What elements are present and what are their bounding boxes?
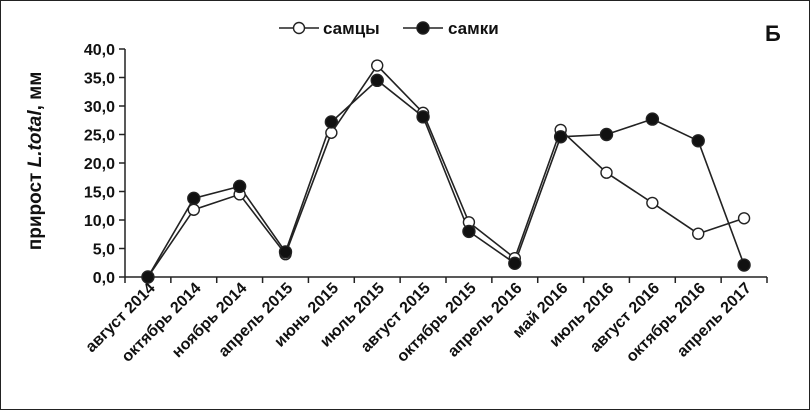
y-tick-label: 30,0: [84, 99, 115, 116]
legend-label: самки: [448, 19, 499, 38]
y-tick-label: 20,0: [84, 156, 115, 173]
y-tick-label: 10,0: [84, 213, 115, 230]
y-tick-label: 0,0: [93, 270, 115, 287]
y-tick-label: 35,0: [84, 71, 115, 88]
x-tick-label: октябрь 2015: [394, 280, 480, 366]
legend-marker: [416, 21, 430, 35]
y-axis-label-species: L.total: [25, 110, 46, 168]
data-point-series-2: [416, 110, 430, 124]
legend: самцы самки: [279, 19, 499, 38]
y-tick-label: 40,0: [84, 42, 115, 59]
y-tick-label: 5,0: [93, 242, 115, 259]
data-point-series-2: [508, 256, 522, 271]
data-point-series-2: [370, 73, 384, 88]
series-lines: [147, 64, 745, 278]
data-point-series-2: [553, 130, 568, 144]
x-tick-label: октябрь 2014: [119, 280, 205, 366]
data-point-series-2: [278, 245, 293, 259]
data-point-series-1: [737, 212, 751, 225]
data-point-series-2: [645, 112, 660, 126]
y-axis-label-prefix: прирост: [25, 167, 46, 250]
data-point-series-1: [646, 196, 659, 210]
series-line-2: [147, 79, 745, 278]
x-tick-label: октябрь 2016: [623, 280, 709, 366]
panel-label: Б: [765, 21, 781, 46]
axes: [119, 48, 768, 283]
data-point-series-2: [691, 134, 705, 148]
series-points: [141, 59, 751, 284]
data-point-series-1: [325, 126, 338, 139]
data-point-series-2: [232, 179, 247, 194]
data-point-series-1: [600, 166, 613, 179]
y-axis-label-unit: , мм: [25, 72, 46, 111]
data-point-series-2: [462, 224, 476, 239]
data-point-series-2: [141, 270, 155, 284]
legend-marker: [292, 21, 306, 35]
series-line-1: [147, 64, 745, 278]
data-point-series-2: [737, 258, 751, 272]
data-point-series-1: [371, 59, 384, 72]
y-tick-label: 15,0: [84, 185, 115, 202]
y-axis-label: прирост L.total, мм: [25, 72, 46, 251]
data-point-series-1: [692, 227, 705, 240]
data-point-series-2: [324, 115, 339, 129]
legend-label: самцы: [323, 19, 380, 38]
data-point-series-2: [187, 191, 201, 206]
y-tick-label: 25,0: [84, 128, 115, 145]
data-point-series-1: [187, 203, 200, 216]
data-point-series-2: [599, 127, 614, 142]
y-tick-labels: 0,0 5,0 10,0 15,0 20,0 25,0 30,0 35,0 40,0: [84, 42, 115, 287]
